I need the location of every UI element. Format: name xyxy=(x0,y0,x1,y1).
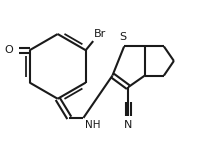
Text: Br: Br xyxy=(94,29,106,39)
Text: S: S xyxy=(118,32,125,42)
Text: NH: NH xyxy=(85,120,100,129)
Text: N: N xyxy=(123,120,132,130)
Text: O: O xyxy=(4,45,13,55)
